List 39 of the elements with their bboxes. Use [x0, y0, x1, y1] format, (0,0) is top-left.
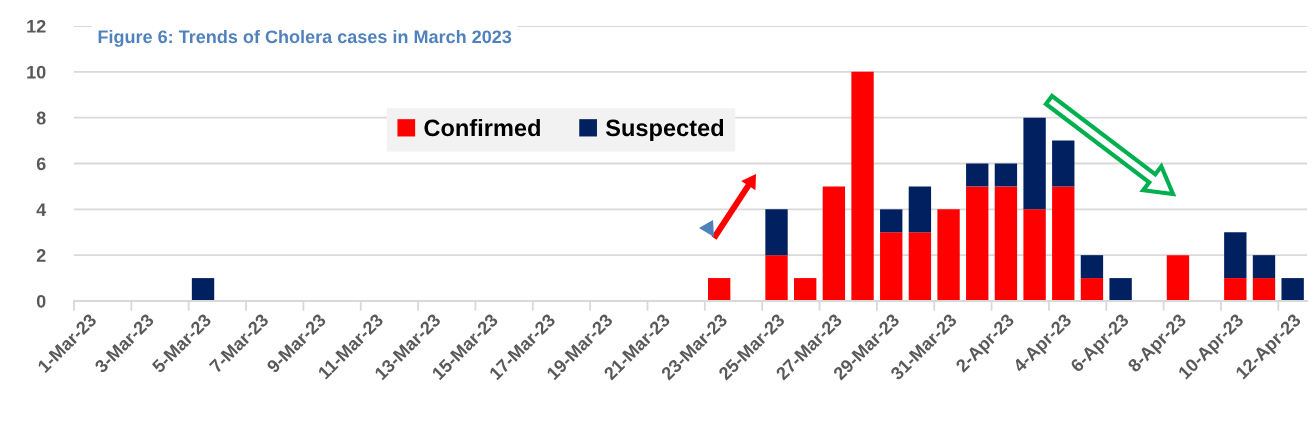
bar [1281, 278, 1304, 301]
y-tick-label: 0 [36, 294, 46, 308]
y-tick-label: 6 [36, 157, 46, 171]
bar [966, 163, 989, 187]
bar [880, 232, 903, 301]
bar [1252, 278, 1276, 301]
bar [908, 186, 932, 233]
legend-label: Suspected [605, 118, 724, 141]
y-tick-label: 10 [27, 65, 46, 79]
y-tick-label: 4 [36, 203, 47, 216]
y-tick-label: 2 [36, 249, 46, 262]
bar [1252, 255, 1276, 279]
bar [1080, 278, 1104, 301]
bar [1023, 117, 1046, 210]
y-tick-label: 8 [36, 111, 46, 125]
bar [880, 209, 903, 233]
bar [794, 278, 817, 301]
bar [1224, 278, 1247, 301]
bar [765, 209, 788, 256]
bar [765, 255, 788, 301]
bar [994, 163, 1018, 187]
bar [1166, 255, 1190, 301]
bar [1052, 140, 1075, 187]
bar [707, 278, 731, 301]
chart-title: Figure 6: Trends of Cholera cases in March 2023 [98, 29, 512, 47]
bar [1109, 278, 1132, 301]
bar [1080, 255, 1104, 279]
bar [191, 278, 215, 301]
bar [1052, 186, 1075, 301]
bar [966, 186, 989, 301]
legend-label: Confirmed [424, 118, 540, 137]
bar [908, 232, 932, 301]
bar [851, 71, 874, 301]
y-tick-label: 12 [27, 19, 46, 33]
bar [1224, 232, 1247, 279]
bar [1023, 209, 1046, 301]
bar [937, 209, 960, 301]
bar [822, 186, 846, 301]
bar [994, 186, 1018, 301]
